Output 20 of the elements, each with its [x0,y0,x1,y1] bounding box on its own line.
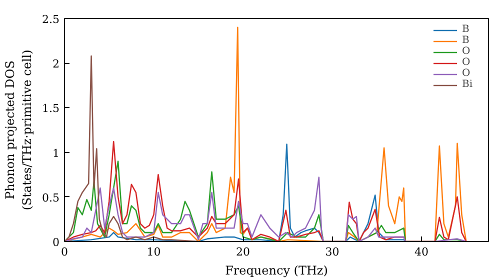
legend-label: O [462,57,472,68]
y-axis-title: Phonon projected DOS (States/THz·primitive cell) [3,50,34,210]
x-tick-label: 40 [414,246,429,258]
legend-label: B [462,35,470,46]
x-tick-label: 30 [325,246,340,258]
x-axis-title: Frequency (THz) [225,264,328,278]
x-tick-label: 20 [236,246,250,258]
y-tick-label: 1 [52,146,60,160]
legend-label: Bi [462,79,474,90]
legend-label: B [462,24,470,35]
legend-label: O [462,68,472,79]
x-tick-label: 0 [61,246,68,258]
line-series [64,55,200,242]
y-tick-label: 2.5 [42,13,60,26]
y-tick-label: 2 [52,58,60,71]
y-tick-label: 0.5 [42,191,60,204]
legend-label: O [462,46,472,57]
y-tick-label: 0 [52,236,60,249]
x-tick-label: 10 [146,246,161,258]
y-tick-label: 1.5 [42,102,60,116]
